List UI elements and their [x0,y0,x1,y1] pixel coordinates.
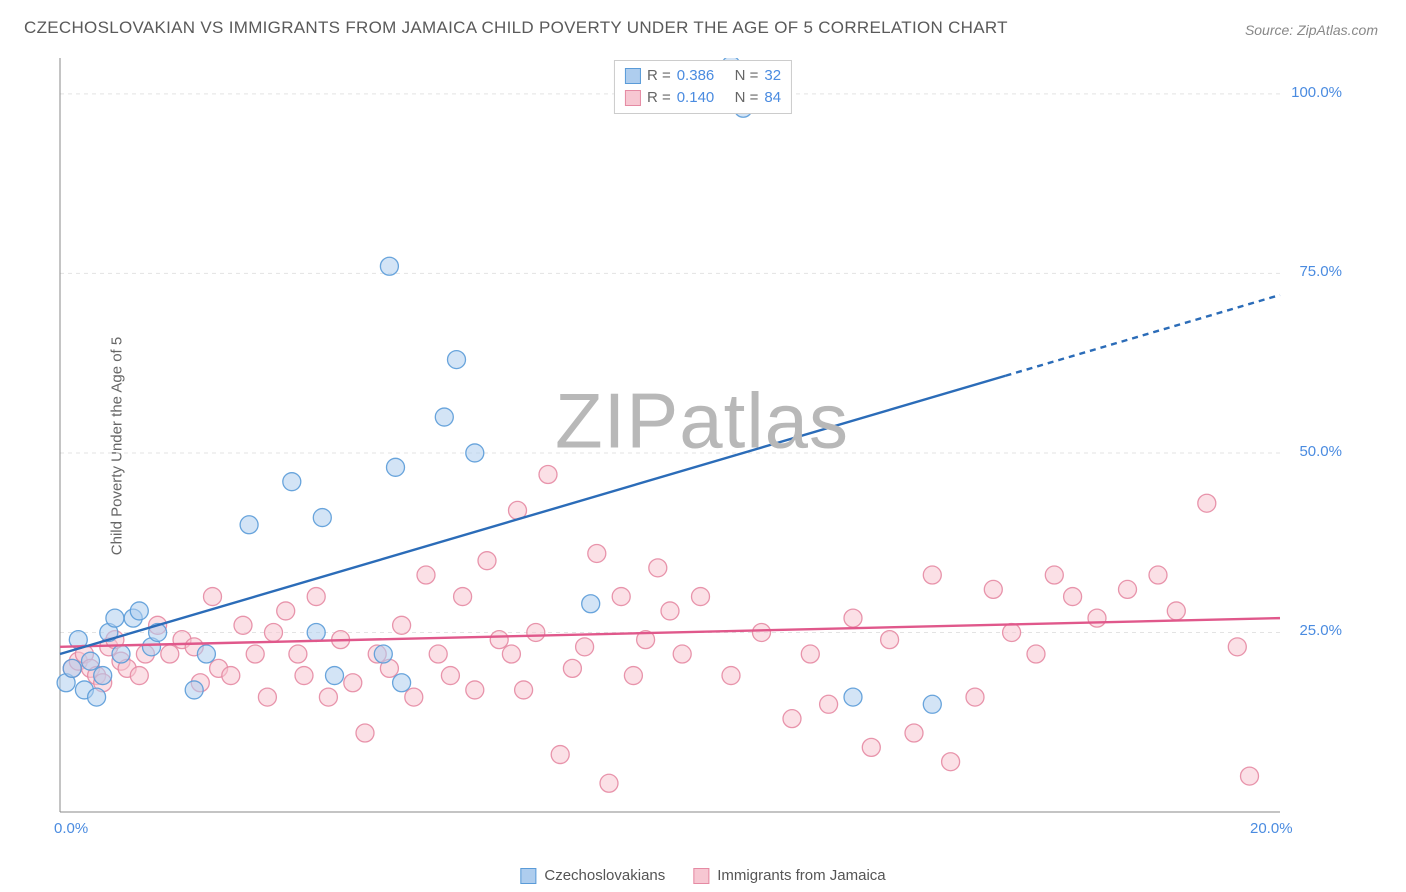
scatter-svg [54,58,1350,848]
x-tick-label: 0.0% [54,820,88,837]
legend-swatch-1 [520,868,536,884]
legend-label-2: Immigrants from Jamaica [717,867,885,884]
r-label-1: R = [647,65,671,87]
legend-item-2: Immigrants from Jamaica [693,867,885,884]
chart-plot-area: ZIPatlas 25.0%50.0%75.0%100.0%0.0%20.0% [54,58,1350,848]
r-value-1: 0.386 [677,65,715,87]
swatch-series1 [625,68,641,84]
swatch-series2 [625,90,641,106]
n-value-1: 32 [764,65,781,87]
n-value-2: 84 [764,87,781,109]
y-tick-label: 25.0% [1299,622,1342,639]
n-label-2: N = [735,87,759,109]
legend-item-1: Czechoslovakians [520,867,665,884]
correlation-stats-box: R = 0.386 N = 32 R = 0.140 N = 84 [614,60,792,114]
chart-title: CZECHOSLOVAKIAN VS IMMIGRANTS FROM JAMAI… [24,18,1008,38]
r-label-2: R = [647,87,671,109]
y-tick-label: 100.0% [1291,84,1342,101]
legend-label-1: Czechoslovakians [544,867,665,884]
bottom-legend: Czechoslovakians Immigrants from Jamaica [520,867,885,884]
r-value-2: 0.140 [677,87,715,109]
y-tick-label: 50.0% [1299,443,1342,460]
n-label-1: N = [735,65,759,87]
x-tick-label: 20.0% [1250,820,1293,837]
legend-swatch-2 [693,868,709,884]
stats-row-series1: R = 0.386 N = 32 [625,65,781,87]
stats-row-series2: R = 0.140 N = 84 [625,87,781,109]
y-tick-label: 75.0% [1299,263,1342,280]
source-attribution: Source: ZipAtlas.com [1245,22,1378,38]
